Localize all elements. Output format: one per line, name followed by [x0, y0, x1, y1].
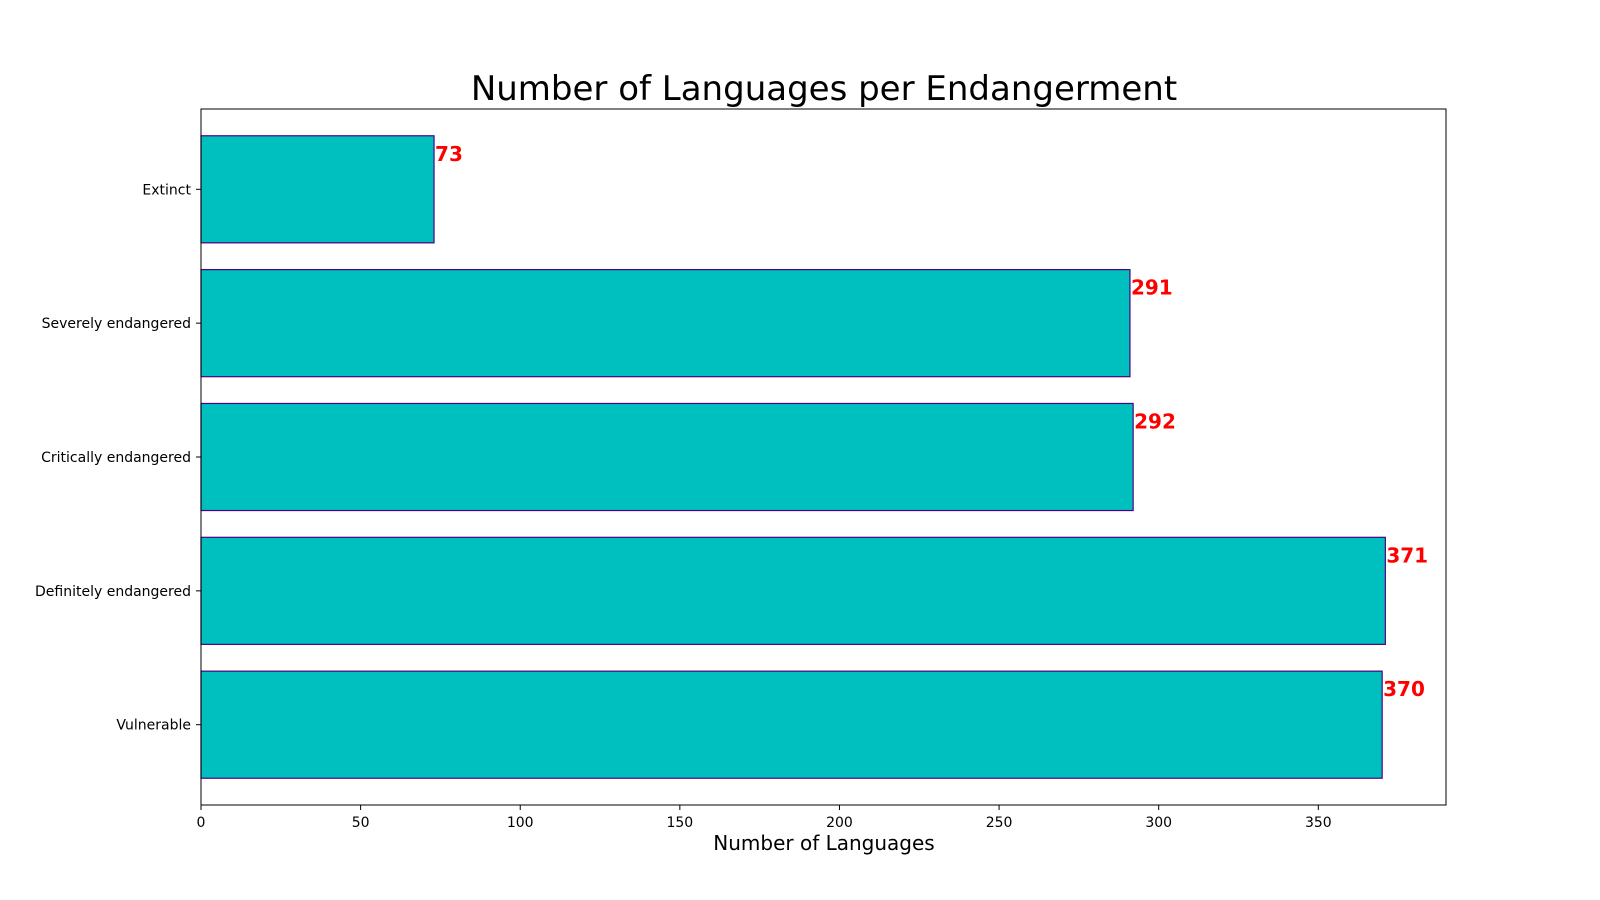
data-label: 73	[435, 142, 463, 166]
x-axis-label: Number of Languages	[713, 831, 934, 855]
y-tick-label: Extinct	[142, 182, 191, 198]
x-tick-label: 150	[666, 815, 693, 831]
y-tick-label: Critically endangered	[41, 450, 191, 466]
chart-title: Number of Languages per Endangerment	[471, 69, 1177, 109]
x-axis: 0 50 100 150 200 250 300 350	[197, 805, 1332, 831]
bar-severely-endangered	[200, 269, 1131, 378]
data-labels-layer: 370 371 292 291 73	[435, 142, 1428, 701]
y-axis: Vulnerable Definitely endangered Criticall…	[35, 182, 201, 734]
bar-extinct	[200, 135, 435, 244]
x-tick-label: 100	[507, 815, 534, 831]
y-tick-label: Vulnerable	[116, 718, 191, 734]
x-tick-label: 250	[986, 815, 1013, 831]
x-tick-label: 350	[1305, 815, 1332, 831]
x-tick-label: 50	[352, 815, 370, 831]
bar-critically-endangered	[200, 402, 1134, 512]
bars-layer	[200, 135, 1386, 779]
x-tick-label: 0	[197, 815, 206, 831]
data-label: 371	[1386, 543, 1428, 567]
bar-definitely-endangered	[200, 536, 1386, 645]
y-tick-label: Severely endangered	[42, 316, 191, 332]
x-tick-label: 200	[826, 815, 853, 831]
data-label: 370	[1383, 677, 1425, 701]
bar-vulnerable	[200, 670, 1383, 779]
data-label: 292	[1134, 409, 1176, 433]
y-tick-label: Definitely endangered	[35, 584, 191, 600]
x-tick-label: 300	[1145, 815, 1172, 831]
data-label: 291	[1131, 276, 1173, 300]
